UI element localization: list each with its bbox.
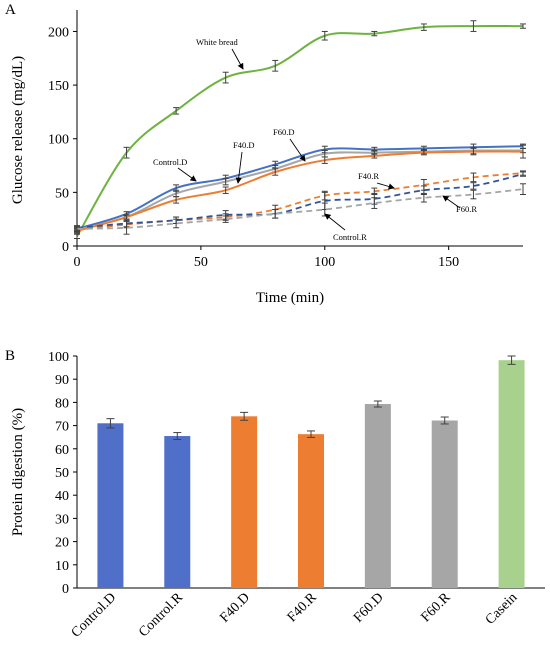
panel-b-y-tick-label: 50 (55, 466, 69, 481)
bar-control-r (164, 436, 191, 588)
panel-a-y-tick-label: 50 (55, 186, 69, 201)
bar-f60-r (431, 420, 458, 588)
panel-b-y-tick-label: 100 (48, 350, 69, 365)
panel-a-y-tick-label: 100 (48, 133, 69, 148)
annotation-control-d: Control.D (153, 157, 187, 167)
panel-b-y-tick-label: 70 (55, 420, 69, 435)
panel-a-x-tick-label: 0 (74, 255, 81, 270)
annotation-arrow-f60-d (289, 138, 306, 162)
annotation-f60-d: F60.D (273, 127, 295, 137)
annotation-f40-d: F40.D (233, 140, 255, 150)
panel-b: B Protein digestion (%) 0 10 20 30 40 50 60 70 8… (5, 348, 545, 641)
annotation-control-r: Control.R (333, 232, 367, 242)
bar-f40-r (298, 434, 324, 588)
x-tick-label-control-r: Control.R (136, 590, 186, 640)
bar-casein (498, 360, 525, 588)
x-tick-label-control-d: Control.D (69, 590, 119, 640)
panel-b-y-tick-label: 0 (62, 582, 69, 597)
annotation-arrow-f60-r (442, 195, 461, 209)
annotation-arrow-white-bread (231, 48, 244, 70)
panel-a-x-tick-label: 50 (194, 255, 208, 270)
panel-a-label: A (5, 2, 16, 18)
annotation-f60-r: F60.R (456, 204, 477, 214)
x-tick-label-f60-r: F60.R (418, 590, 454, 626)
bar-f60-d (364, 404, 391, 588)
panel-a-y-tick-label: 150 (48, 79, 69, 94)
panel-a-y-tick-label: 200 (48, 25, 69, 40)
series-line-white-bread (76, 25, 524, 237)
bar-f40-d (231, 416, 258, 588)
bar-control-d (97, 423, 124, 588)
panel-b-y-tick-label: 80 (55, 396, 69, 411)
annotation-arrow-control-r (324, 213, 346, 231)
x-tick-label-f40-d: F40.D (217, 590, 253, 626)
panel-b-y-tick-label: 20 (55, 536, 69, 551)
panel-b-y-tick-label: 90 (55, 373, 69, 388)
annotation-arrow-f40-r (376, 182, 395, 190)
panel-a-x-axis-title: Time (min) (256, 290, 324, 306)
panel-b-y-tick-label: 10 (55, 559, 69, 574)
series-line-f60-r (76, 173, 524, 229)
panel-a-y-axis-title: Glucose release (mg/dL) (10, 56, 26, 204)
panel-b-y-axis-title: Protein digestion (%) (10, 408, 26, 536)
series-line-f40-r (76, 172, 524, 231)
panel-a: A Time (min) Glucose release (mg/dL) 0 50… (5, 2, 526, 306)
panel-b-y-tick-label: 40 (55, 489, 69, 504)
series-line-f60-d (76, 149, 524, 231)
panel-a-x-tick-label: 100 (314, 255, 335, 270)
panel-b-plot: 0 10 20 30 40 50 60 70 80 90 100 Control.D Control.R… (48, 350, 545, 641)
panel-b-y-tick-label: 60 (55, 443, 69, 458)
panel-b-label: B (5, 348, 15, 364)
x-tick-label-f60-d: F60.D (351, 590, 387, 626)
annotation-arrow-control-d (177, 167, 197, 182)
panel-a-x-tick-label: 150 (438, 255, 459, 270)
series-line-f40-d (76, 150, 524, 232)
annotation-arrow-f40-d (235, 151, 243, 184)
panel-b-y-tick-label: 30 (55, 512, 69, 527)
annotation-white-bread: White bread (196, 37, 239, 47)
panel-a-y-tick-label: 0 (62, 240, 69, 255)
panel-a-plot: 0 50 100 150 200 0 50 100 150 White bread Control.… (48, 10, 526, 270)
x-tick-label-f40-r: F40.R (285, 590, 321, 626)
x-tick-label-casein: Casein (483, 590, 521, 628)
annotation-f40-r: F40.R (358, 171, 379, 181)
